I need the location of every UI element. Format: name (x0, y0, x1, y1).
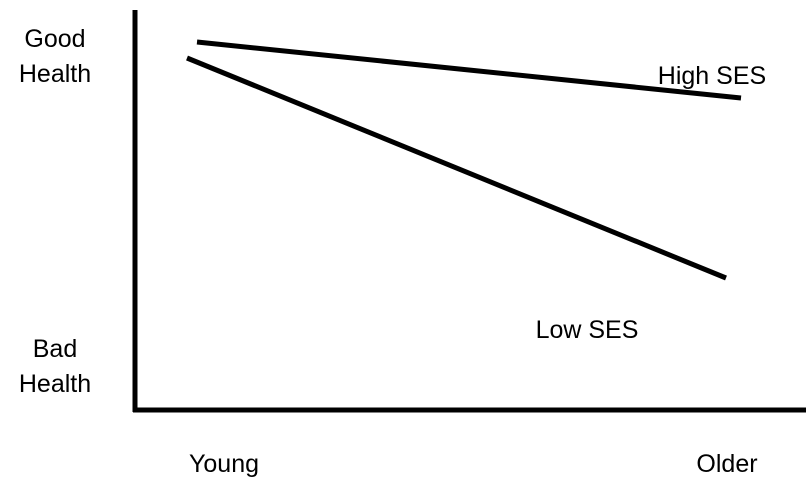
series-label-low-ses: Low SES (536, 316, 639, 344)
series-line-high-ses (196, 39, 742, 101)
x-label-young: Young (189, 450, 259, 478)
y-bottom-label-line2: Health (19, 370, 91, 398)
series-label-high-ses: High SES (658, 62, 766, 90)
y-top-label-line2: Health (19, 60, 91, 88)
x-label-older: Older (696, 450, 757, 478)
y-bottom-label-line1: Bad (33, 335, 77, 363)
y-top-label-line1: Good (24, 25, 85, 53)
series-line-low-ses (186, 55, 727, 281)
